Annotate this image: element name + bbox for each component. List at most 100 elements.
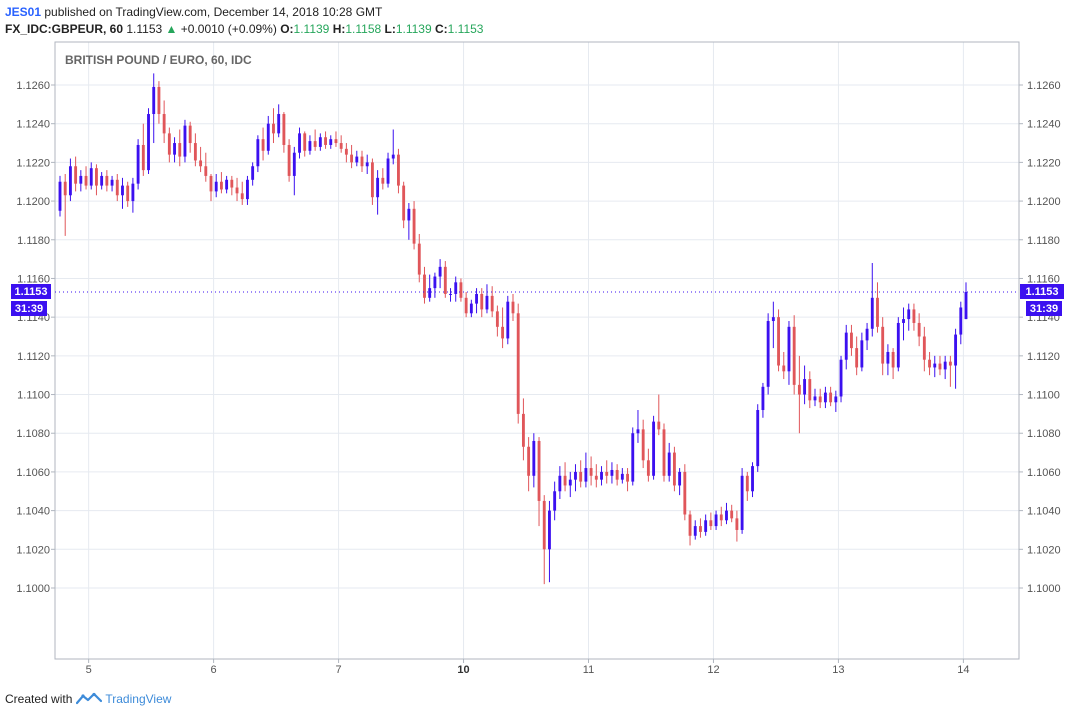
candle-body bbox=[152, 86, 156, 115]
candle-body bbox=[641, 429, 645, 461]
candle bbox=[386, 152, 390, 188]
candle bbox=[95, 164, 98, 196]
y-tick-left: 1.1200 bbox=[16, 196, 50, 208]
candle bbox=[834, 390, 838, 412]
candle-body bbox=[173, 143, 176, 155]
y-tick-right: 1.1180 bbox=[1027, 235, 1060, 247]
y-tick-left: 1.1060 bbox=[16, 467, 50, 479]
candle bbox=[876, 282, 879, 333]
candle bbox=[948, 355, 952, 387]
candle bbox=[823, 386, 827, 409]
candle-body bbox=[162, 114, 166, 134]
candle bbox=[256, 135, 260, 173]
candle bbox=[454, 276, 458, 302]
candle-body bbox=[756, 410, 760, 467]
candle-body bbox=[850, 332, 853, 349]
candle bbox=[152, 73, 156, 144]
candle bbox=[933, 355, 937, 378]
candle-body bbox=[600, 471, 603, 480]
candle-body bbox=[699, 526, 702, 532]
y-tick-right: 1.1080 bbox=[1027, 428, 1061, 440]
close-label: C: bbox=[435, 22, 448, 36]
candle bbox=[230, 175, 234, 196]
candle bbox=[365, 154, 369, 174]
candle-body bbox=[334, 139, 338, 144]
countdown-badge-right: 31:39 bbox=[1030, 303, 1058, 315]
candle bbox=[485, 284, 489, 314]
candle-body bbox=[662, 429, 666, 476]
candle-body bbox=[204, 166, 208, 176]
candle bbox=[251, 162, 255, 186]
candle bbox=[131, 177, 135, 213]
candle bbox=[928, 351, 931, 376]
candle-body bbox=[391, 154, 395, 159]
candle bbox=[672, 446, 676, 492]
up-triangle-icon: ▲ bbox=[165, 22, 178, 36]
candle-body bbox=[147, 114, 150, 171]
y-axis-right[interactable]: 1.1000 1.1020 1.1040 1.1060 1.1080 1.1100 1.11… bbox=[1019, 80, 1061, 595]
candle-body bbox=[58, 181, 62, 211]
candle bbox=[397, 148, 400, 194]
tradingview-link[interactable]: TradingView bbox=[105, 692, 172, 706]
candle bbox=[943, 355, 947, 380]
y-tick-right: 1.1240 bbox=[1027, 119, 1061, 131]
candle bbox=[558, 466, 562, 500]
y-tick-right: 1.1200 bbox=[1027, 196, 1061, 208]
candle bbox=[553, 481, 557, 521]
x-tick-label: 11 bbox=[583, 664, 594, 676]
candle-body bbox=[563, 475, 567, 486]
candle bbox=[636, 410, 640, 443]
candle-body bbox=[506, 301, 510, 339]
candle bbox=[818, 388, 822, 409]
author-link[interactable]: JES01 bbox=[5, 5, 42, 19]
candle bbox=[751, 462, 754, 498]
candle bbox=[850, 324, 853, 356]
y-tick-right: 1.1040 bbox=[1027, 506, 1061, 518]
candle-body bbox=[105, 175, 109, 186]
candle-body bbox=[542, 500, 546, 550]
candle bbox=[141, 123, 145, 176]
candle bbox=[511, 293, 515, 322]
y-tick-left: 1.1180 bbox=[17, 235, 50, 247]
candle bbox=[324, 131, 327, 149]
price-chart[interactable]: BRITISH POUND / EURO, 60, IDC 1.10001.10… bbox=[0, 40, 1076, 680]
candle-body bbox=[568, 479, 572, 486]
candle bbox=[183, 119, 187, 163]
tradingview-logo-icon bbox=[76, 692, 103, 705]
y-tick-right: 1.1100 bbox=[1027, 390, 1060, 402]
candle bbox=[121, 177, 124, 209]
candle-body bbox=[574, 471, 577, 480]
candle bbox=[235, 177, 239, 202]
candle-body bbox=[433, 276, 437, 289]
y-tick-right: 1.1120 bbox=[1027, 351, 1060, 363]
candle-body bbox=[907, 309, 911, 320]
candle-body bbox=[683, 471, 687, 515]
candle-body bbox=[740, 475, 744, 530]
candle-body bbox=[308, 141, 312, 151]
candle bbox=[100, 172, 104, 190]
candle-body bbox=[298, 133, 301, 153]
candle bbox=[620, 468, 624, 484]
candle-body bbox=[610, 469, 614, 476]
candle-body bbox=[475, 293, 478, 304]
candle bbox=[136, 139, 140, 190]
price-change: +0.0010 (+0.09%) bbox=[180, 22, 277, 36]
candle bbox=[355, 150, 359, 167]
candle-body bbox=[121, 185, 124, 196]
close-value: 1.1153 bbox=[447, 22, 484, 36]
y-tick-right: 1.1060 bbox=[1027, 467, 1061, 479]
candle-body bbox=[376, 177, 380, 198]
candle bbox=[173, 137, 176, 163]
chart-area[interactable]: BRITISH POUND / EURO, 60, IDC 1.1000 1.10… bbox=[0, 40, 1076, 685]
candle-body bbox=[584, 468, 588, 482]
candle-body bbox=[730, 510, 734, 519]
publish-line: JES01 published on TradingView.com, Dece… bbox=[5, 5, 382, 19]
candle-body bbox=[954, 334, 958, 366]
candle-body bbox=[709, 520, 713, 527]
candle bbox=[881, 317, 885, 376]
candle bbox=[907, 303, 911, 331]
candle-body bbox=[157, 86, 161, 115]
candle-body bbox=[693, 526, 697, 536]
candle-body bbox=[667, 452, 671, 476]
candle-body bbox=[808, 379, 812, 401]
